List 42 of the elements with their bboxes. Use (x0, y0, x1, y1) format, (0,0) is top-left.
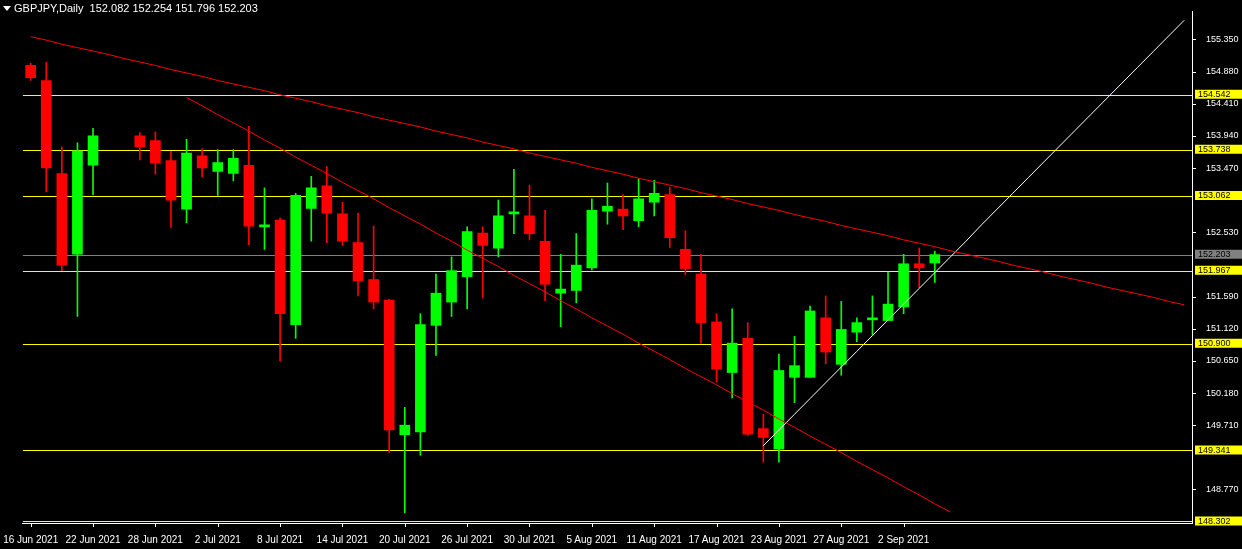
x-tick-label: 2 Sep 2021 (878, 533, 930, 545)
x-tick-label: 16 Jun 2021 (3, 533, 59, 545)
y-tick-label: 154.410 (1206, 98, 1239, 109)
y-tick-label: 151.590 (1206, 291, 1239, 302)
ref-line-label: 154.542 (1198, 89, 1231, 100)
x-tick-label: 11 Aug 2021 (626, 533, 683, 545)
x-tick-label: 8 Jul 2021 (257, 533, 304, 545)
ref-line-label: 153.062 (1198, 190, 1231, 201)
x-tick-label: 28 Jun 2021 (127, 533, 184, 545)
x-tick-label: 17 Aug 2021 (688, 533, 746, 545)
ref-line-label: 151.967 (1198, 265, 1231, 276)
ref-line-label: 149.341 (1198, 444, 1231, 455)
y-tick-label: 152.530 (1206, 226, 1239, 237)
x-tick-label: 5 Aug 2021 (566, 533, 618, 545)
y-tick-label: 151.120 (1206, 323, 1239, 334)
y-tick-label: 153.470 (1206, 162, 1239, 173)
candlestick (913, 247, 925, 289)
y-tick-label: 153.940 (1206, 130, 1239, 141)
candlestick (212, 149, 224, 196)
chart-title: GBPJPY,Daily 152.082 152.254 151.796 152.203 (14, 2, 258, 14)
x-tick-label: 2 Jul 2021 (194, 533, 242, 545)
y-tick-label: 149.710 (1206, 419, 1239, 430)
x-tick-label: 20 Jul 2021 (378, 533, 432, 545)
x-tick-label: 27 Aug 2021 (813, 533, 870, 545)
x-tick-label: 22 Jun 2021 (65, 533, 121, 545)
x-tick-label: 23 Aug 2021 (750, 533, 808, 545)
candlestick (555, 253, 566, 328)
candlestick (399, 407, 411, 514)
y-tick-label: 154.880 (1206, 66, 1239, 77)
y-tick-label: 150.180 (1206, 387, 1239, 398)
y-tick-label: 155.350 (1206, 33, 1239, 44)
candlestick (757, 413, 769, 463)
ref-line-label: 153.738 (1198, 144, 1231, 155)
x-tick-label: 14 Jul 2021 (316, 533, 369, 545)
y-tick-label: 150.650 (1206, 355, 1239, 366)
x-tick-label: 26 Jul 2021 (441, 533, 494, 545)
y-tick-label: 148.770 (1206, 483, 1239, 494)
ref-line-label: 150.900 (1198, 338, 1231, 349)
ref-line-label: 152.203 (1198, 249, 1231, 260)
ref-line-label: 148.302 (1198, 515, 1231, 526)
x-tick-label: 30 Jul 2021 (503, 533, 556, 545)
candlestick (477, 226, 489, 299)
